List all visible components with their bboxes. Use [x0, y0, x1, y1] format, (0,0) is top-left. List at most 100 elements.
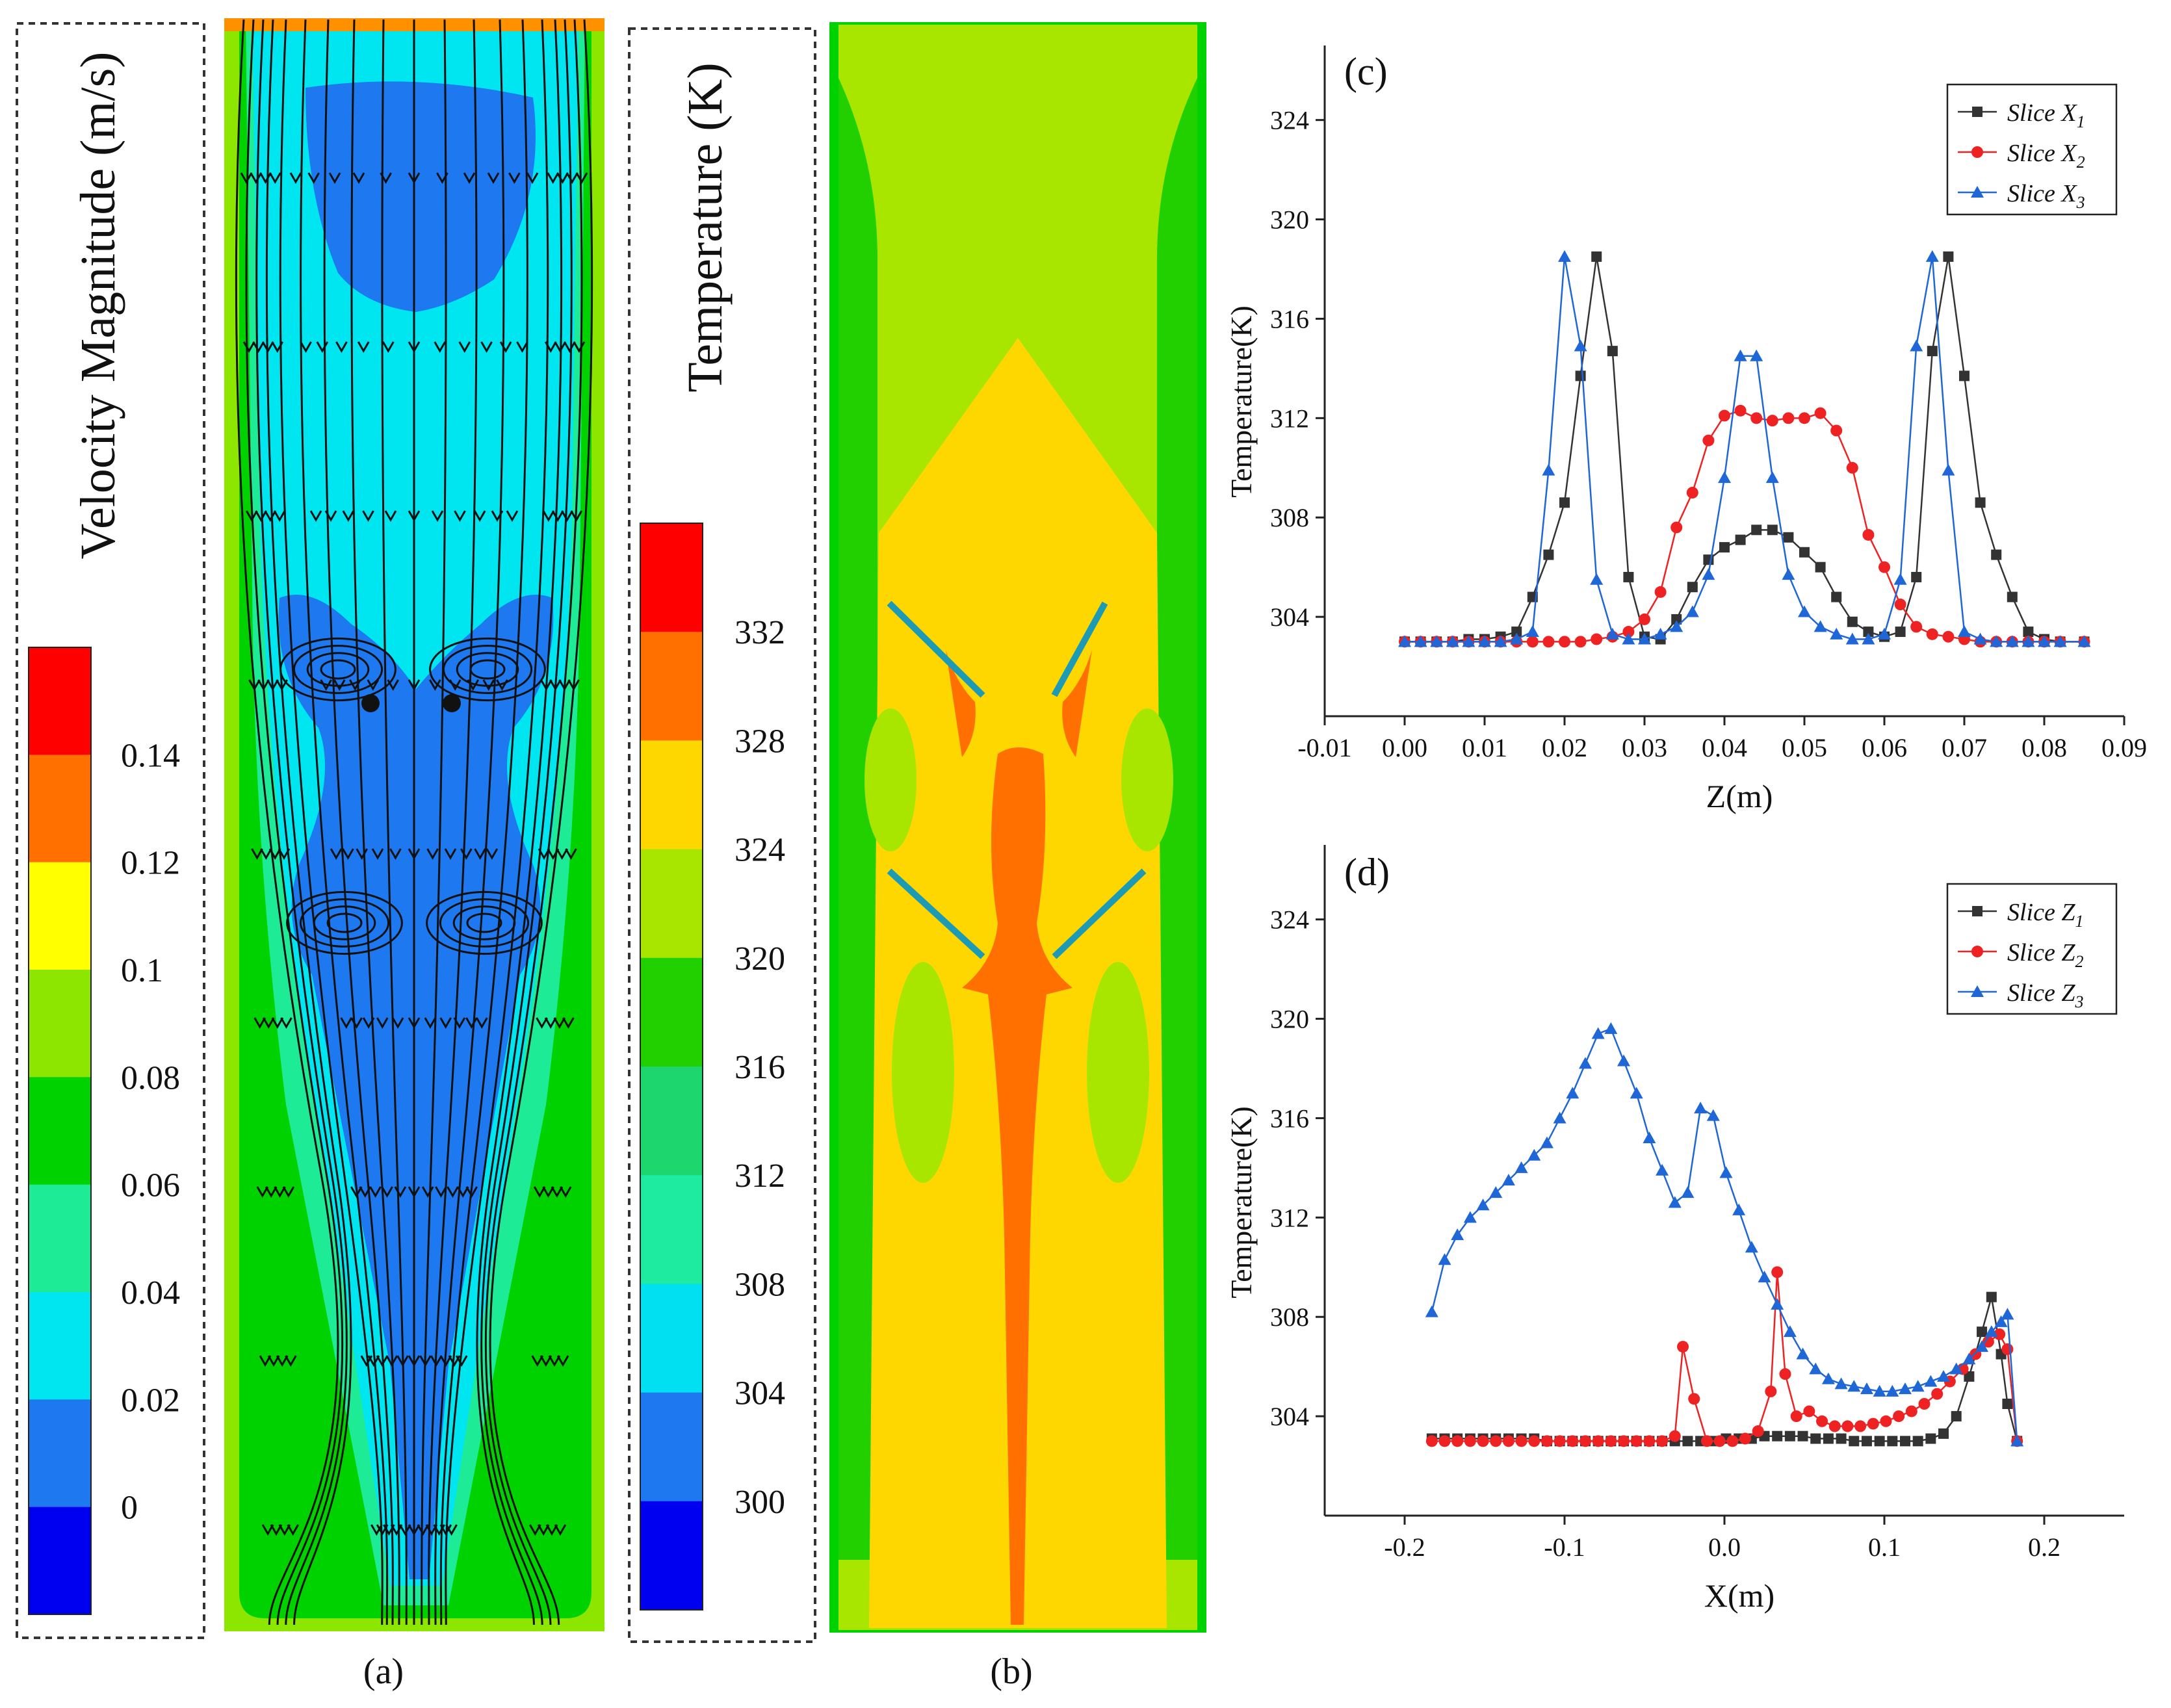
- data-point: [1783, 532, 1794, 543]
- data-point: [1895, 627, 1906, 638]
- data-point: [1830, 424, 1843, 437]
- colorbar-swatch: [640, 849, 703, 959]
- x-tick-label: -0.2: [1384, 1533, 1425, 1562]
- streamline-arrow: [542, 510, 555, 523]
- streamline-arrow: [566, 172, 578, 185]
- colorbar-swatch: [29, 1292, 91, 1400]
- temperature-contour-panel: Temperature (K) 332 328 324 320 316 312 308 304…: [628, 22, 1206, 1692]
- series-slice-z1: [1426, 1291, 2023, 1447]
- streamline-arrow: [381, 1186, 393, 1198]
- data-point: [1752, 1425, 1764, 1438]
- streamline-arrow: [333, 679, 346, 692]
- colorbar-swatch: [640, 957, 703, 1067]
- vortex-loop: [452, 905, 516, 940]
- data-point: [1899, 1436, 1910, 1447]
- data-point: [1605, 1435, 1617, 1447]
- streamline-arrow: [417, 1524, 430, 1536]
- chart-c-ylabel: Temperature(K): [1225, 305, 1258, 498]
- colorbar-swatch: [29, 647, 91, 755]
- data-point: [1607, 346, 1618, 357]
- streamline: [428, 19, 478, 1625]
- streamline-arrow: [528, 1524, 541, 1536]
- streamline-arrow: [282, 1186, 295, 1198]
- streamline-arrow: [287, 1524, 300, 1536]
- data-point: [1739, 1432, 1751, 1445]
- x-tick-label: 0.2: [2028, 1533, 2060, 1562]
- data-point: [1669, 1430, 1681, 1442]
- data-point: [1706, 1109, 1720, 1121]
- data-point: [1476, 1198, 1490, 1211]
- data-point: [1688, 1393, 1700, 1405]
- data-point: [1526, 625, 1539, 638]
- data-point: [1873, 1384, 1886, 1397]
- data-point: [1643, 1435, 1656, 1447]
- streamline-arrow: [558, 679, 571, 692]
- panel-label-b: (b): [990, 1651, 1032, 1692]
- data-point: [1828, 1420, 1841, 1432]
- x-tick-label: 0.00: [1382, 733, 1427, 762]
- data-point: [1924, 1375, 1938, 1387]
- data-point: [1821, 1372, 1835, 1384]
- x-tick-label: 0.03: [1622, 733, 1667, 762]
- data-point: [1540, 1136, 1554, 1148]
- data-point: [1398, 635, 1411, 647]
- legend-prefix: Slice X: [2007, 180, 2077, 207]
- data-point: [1464, 1435, 1476, 1447]
- data-point: [1830, 627, 1843, 640]
- legend-entry: Slice X1: [2007, 99, 2085, 131]
- data-point: [1430, 635, 1444, 647]
- streamline-arrow: [262, 1017, 275, 1029]
- streamline-arrow: [391, 1017, 404, 1029]
- data-point: [1878, 627, 1891, 640]
- streamline-arrow: [408, 1186, 421, 1198]
- heating-tubes: [887, 601, 1147, 959]
- streamline-arrow: [371, 848, 384, 860]
- data-point: [1931, 1388, 1944, 1400]
- data-point: [1702, 434, 1715, 446]
- streamline: [476, 19, 563, 1625]
- data-point: [1918, 1398, 1930, 1410]
- data-point: [1734, 349, 1747, 361]
- series-line: [1405, 409, 2085, 643]
- streamline: [265, 19, 352, 1625]
- colorbar-tick-label: 0.12: [121, 845, 180, 882]
- data-point: [1799, 412, 1810, 424]
- legend-entry: Slice X2: [2007, 140, 2085, 172]
- data-point: [1559, 497, 1570, 508]
- data-point: [1809, 1362, 1823, 1375]
- streamline-arrow: [240, 172, 253, 185]
- data-point: [1814, 620, 1827, 632]
- data-point: [1758, 1271, 1771, 1283]
- data-point: [1558, 250, 1571, 262]
- streamline-arrow: [408, 341, 421, 354]
- streamline-arrow: [537, 1524, 550, 1536]
- colorbar-tick-label: 0.14: [121, 737, 180, 774]
- data-point: [1591, 251, 1602, 262]
- data-point: [1671, 614, 1682, 625]
- data-point: [1438, 1435, 1451, 1447]
- streamline-arrow: [268, 172, 281, 185]
- streamline-arrow: [434, 341, 447, 354]
- data-point: [2023, 627, 2034, 638]
- streamline-arrow: [486, 848, 499, 860]
- panel-label-c: (c): [1344, 50, 1388, 93]
- colorbar-tick-label: 308: [734, 1266, 785, 1303]
- data-point: [1951, 1411, 1962, 1422]
- vortex-loop: [426, 890, 543, 955]
- data-point: [1765, 471, 1779, 484]
- y-tick-label: 312: [1270, 404, 1309, 433]
- streamline-arrow: [259, 172, 272, 185]
- data-point: [1925, 1433, 1936, 1444]
- colorbar-tick-label: 0.06: [121, 1167, 180, 1204]
- chart-d-xlabel: X(m): [1704, 1577, 1774, 1614]
- streamline-arrow: [549, 679, 562, 692]
- temperature-contour-field: [829, 22, 1206, 1633]
- streamline-arrow: [554, 341, 567, 354]
- temperature-wake-left-upper: [946, 650, 976, 757]
- colorbar-tick-label: 328: [734, 723, 785, 760]
- streamline-arrow: [254, 1017, 266, 1029]
- streamline-arrow: [280, 1017, 292, 1029]
- y-tick-label: 316: [1270, 1104, 1309, 1133]
- temperature-wall-band-left: [838, 78, 878, 1560]
